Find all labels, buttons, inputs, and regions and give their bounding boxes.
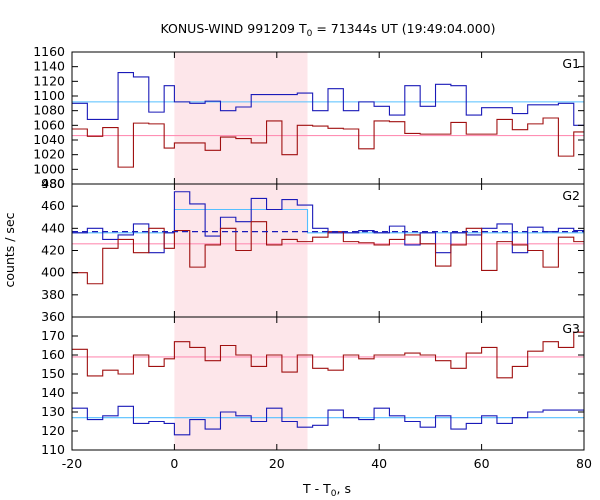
panel-g1-y-tick-label: 980 (41, 176, 65, 191)
panel-g2-y-tick-label: 380 (41, 287, 65, 302)
x-tick-label: 60 (474, 456, 490, 471)
panel-g1-frame (71, 51, 585, 185)
x-tick-label: -20 (62, 456, 82, 471)
panel-g1-y-tick-label: 1000 (33, 161, 65, 176)
panel-g1-y-tick-label: 1120 (33, 73, 65, 88)
panel-g3-y-tick-label: 140 (41, 385, 65, 400)
panel-g3-y-tick-label: 150 (41, 366, 65, 381)
panel-g2-y-tick-label: 400 (41, 265, 65, 280)
panel-g3-y-tick-label: 170 (41, 328, 65, 343)
x-axis-title: T - T0, s (302, 481, 351, 499)
panel-g2-series-blue (72, 191, 584, 254)
chart-title: KONUS-WIND 991209 T0 = 71344s UT (19:49:… (160, 21, 495, 39)
panel-g1-series-dark-red (72, 117, 584, 168)
panel-g3-label: G3 (562, 321, 580, 336)
panel-g2-y-tick-label: 460 (41, 198, 65, 213)
panel-g1-label: G1 (562, 56, 580, 71)
panel-g2-label: G2 (562, 188, 580, 203)
panel-g1-y-tick-label: 1100 (33, 88, 65, 103)
y-axis-title: counts / sec (2, 212, 17, 287)
panel-g1-y-tick-label: 1040 (33, 132, 65, 147)
panel-g3-y-tick-label: 160 (41, 347, 65, 362)
panel-g1-y-tick-label: 1020 (33, 147, 65, 162)
panel-g2-y-tick-label: 420 (41, 243, 65, 258)
panel-g3-series-dark-red (72, 331, 584, 379)
panel-g1-y-tick-label: 1140 (33, 59, 65, 74)
panel-g3-series-blue (72, 405, 584, 436)
panel-g2-y-tick-label: 440 (41, 220, 65, 235)
x-tick-label: 20 (269, 456, 285, 471)
x-tick-label: 80 (576, 456, 592, 471)
panel-g3-y-tick-label: 130 (41, 404, 65, 419)
x-tick-label: 40 (371, 456, 387, 471)
plot-area: 980100010201040106010801100112011401160G… (33, 44, 592, 471)
panel-g1-y-tick-label: 1080 (33, 103, 65, 118)
panel-g1-y-tick-label: 1160 (33, 44, 65, 59)
panel-g3-frame (71, 316, 585, 451)
panel-g1-series-blue (72, 71, 584, 126)
panel-g3-y-tick-label: 120 (41, 423, 65, 438)
x-tick-label: 0 (170, 456, 178, 471)
panel-g2-y-tick-label: 480 (41, 176, 65, 191)
panel-g2-y-tick-label: 360 (41, 309, 65, 324)
panel-g1-y-tick-label: 1060 (33, 117, 65, 132)
panel-g3-y-tick-label: 110 (41, 442, 65, 457)
